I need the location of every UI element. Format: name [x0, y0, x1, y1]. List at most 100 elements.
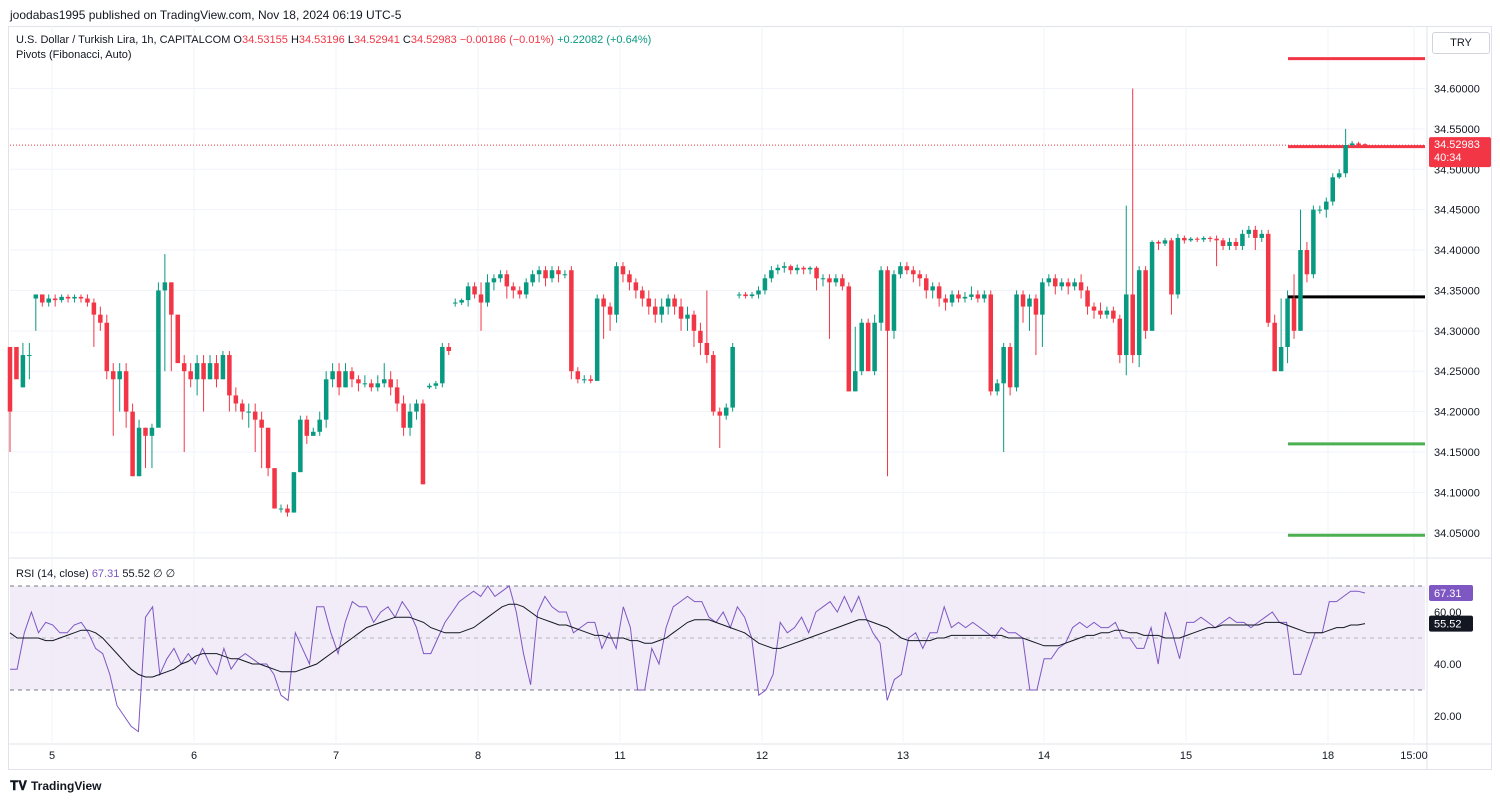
candle-body [20, 355, 26, 388]
candle-body [620, 266, 626, 275]
candle-body [556, 270, 561, 275]
candle-body [1104, 310, 1110, 315]
candle-body [756, 290, 761, 295]
candle-body [711, 355, 716, 412]
candle-body [1162, 240, 1168, 244]
candle-body [575, 371, 581, 380]
price-tick-label: 34.20000 [1434, 407, 1480, 419]
candle-body [878, 270, 884, 323]
candle-body [504, 274, 510, 287]
candle-body [865, 322, 871, 372]
candle-body [1124, 294, 1129, 356]
candle-body [807, 267, 813, 270]
candle-body [1156, 241, 1161, 244]
time-tick-label: 6 [191, 750, 197, 762]
candle-body [530, 274, 535, 283]
candle-body [1175, 237, 1181, 295]
candle-body [1149, 241, 1155, 331]
candle-body [59, 296, 64, 301]
candle-body [1072, 282, 1077, 287]
candle-body [736, 294, 742, 296]
close-value: 34.52983 [410, 34, 457, 46]
open-label: O [233, 34, 242, 46]
candle-body [1001, 346, 1006, 384]
tradingview-logo-icon: 𝐓𝐕 [10, 778, 27, 793]
candle-body [782, 266, 787, 268]
tradingview-logo[interactable]: 𝐓𝐕 TradingView [10, 778, 101, 794]
candle-body [1065, 282, 1071, 287]
candle-body [1304, 250, 1310, 275]
candle-body [407, 411, 413, 428]
candle-body [1091, 306, 1097, 311]
time-tick-label: 13 [897, 750, 909, 762]
candle-body [917, 274, 923, 279]
candle-body [1343, 145, 1348, 174]
rsi-name: RSI (14, close) [16, 568, 89, 580]
candle-body [188, 371, 193, 380]
candle-body [446, 346, 452, 352]
candle-body [433, 383, 439, 386]
candle-body [130, 411, 135, 477]
candle-body [749, 294, 755, 297]
candle-body [1059, 282, 1064, 287]
candle-body [1188, 238, 1194, 241]
candle-body [323, 379, 329, 420]
candle-body [259, 419, 264, 428]
candle-body [646, 298, 652, 307]
candle-body [723, 407, 729, 416]
candle-body [1207, 237, 1213, 239]
rsi-tick-label: 20.00 [1434, 711, 1462, 723]
price-tick-label: 34.05000 [1434, 528, 1480, 540]
candle-body [588, 379, 593, 381]
change-total: +0.22082 (+0.64%) [557, 34, 652, 46]
candle-body [14, 346, 19, 380]
rsi-tick-label: 40.00 [1434, 659, 1462, 671]
candle-body [962, 296, 968, 299]
high-label: H [290, 34, 299, 46]
candle-body [46, 298, 51, 303]
rsi-legend[interactable]: RSI (14, close) 67.31 55.52 ∅ ∅ [16, 567, 175, 580]
indicator-legend[interactable]: Pivots (Fibonacci, Auto) [16, 49, 132, 61]
candle-body [775, 267, 781, 271]
candle-body [1220, 240, 1226, 246]
candle-body [640, 290, 645, 299]
candle-body [1040, 282, 1045, 315]
price-tick-label: 34.35000 [1434, 285, 1480, 297]
candle-body [162, 282, 168, 291]
candle-body [969, 294, 974, 297]
brand-name: TradingView [31, 779, 102, 793]
candle-body [517, 290, 522, 295]
candle-body [1349, 143, 1355, 146]
candle-body [1169, 240, 1174, 295]
price-tick-label: 34.10000 [1434, 487, 1480, 499]
candle-body [485, 282, 490, 303]
candle-body [478, 294, 484, 303]
candle-body [601, 298, 606, 307]
rsi-ma-value: 55.52 [122, 568, 150, 580]
candle-body [672, 298, 677, 307]
symbol-legend: U.S. Dollar / Turkish Lira, 1h, CAPITALC… [16, 33, 651, 48]
candle-body [169, 282, 174, 315]
candle-body [1020, 294, 1026, 307]
candle-body [930, 286, 935, 291]
candle-body [298, 419, 303, 473]
rsi-value-badge [1429, 584, 1473, 601]
candle-body [543, 270, 548, 279]
time-tick-label: 15:00 [1400, 750, 1428, 762]
currency-button[interactable]: TRY [1432, 32, 1490, 54]
candle-body [265, 427, 271, 469]
price-tick-label: 34.50000 [1434, 164, 1480, 176]
last-price-label: 34.52983 [1434, 139, 1480, 151]
candle-body [975, 294, 981, 299]
candle-body [201, 363, 206, 380]
candle-body [730, 346, 735, 408]
candle-body [85, 298, 90, 303]
candle-body [1143, 270, 1148, 331]
low-label: L [347, 34, 354, 46]
candle-body [498, 274, 503, 279]
candle-body [98, 314, 103, 323]
time-tick-label: 5 [49, 750, 55, 762]
candle-body [343, 371, 348, 388]
candle-body [956, 294, 961, 299]
